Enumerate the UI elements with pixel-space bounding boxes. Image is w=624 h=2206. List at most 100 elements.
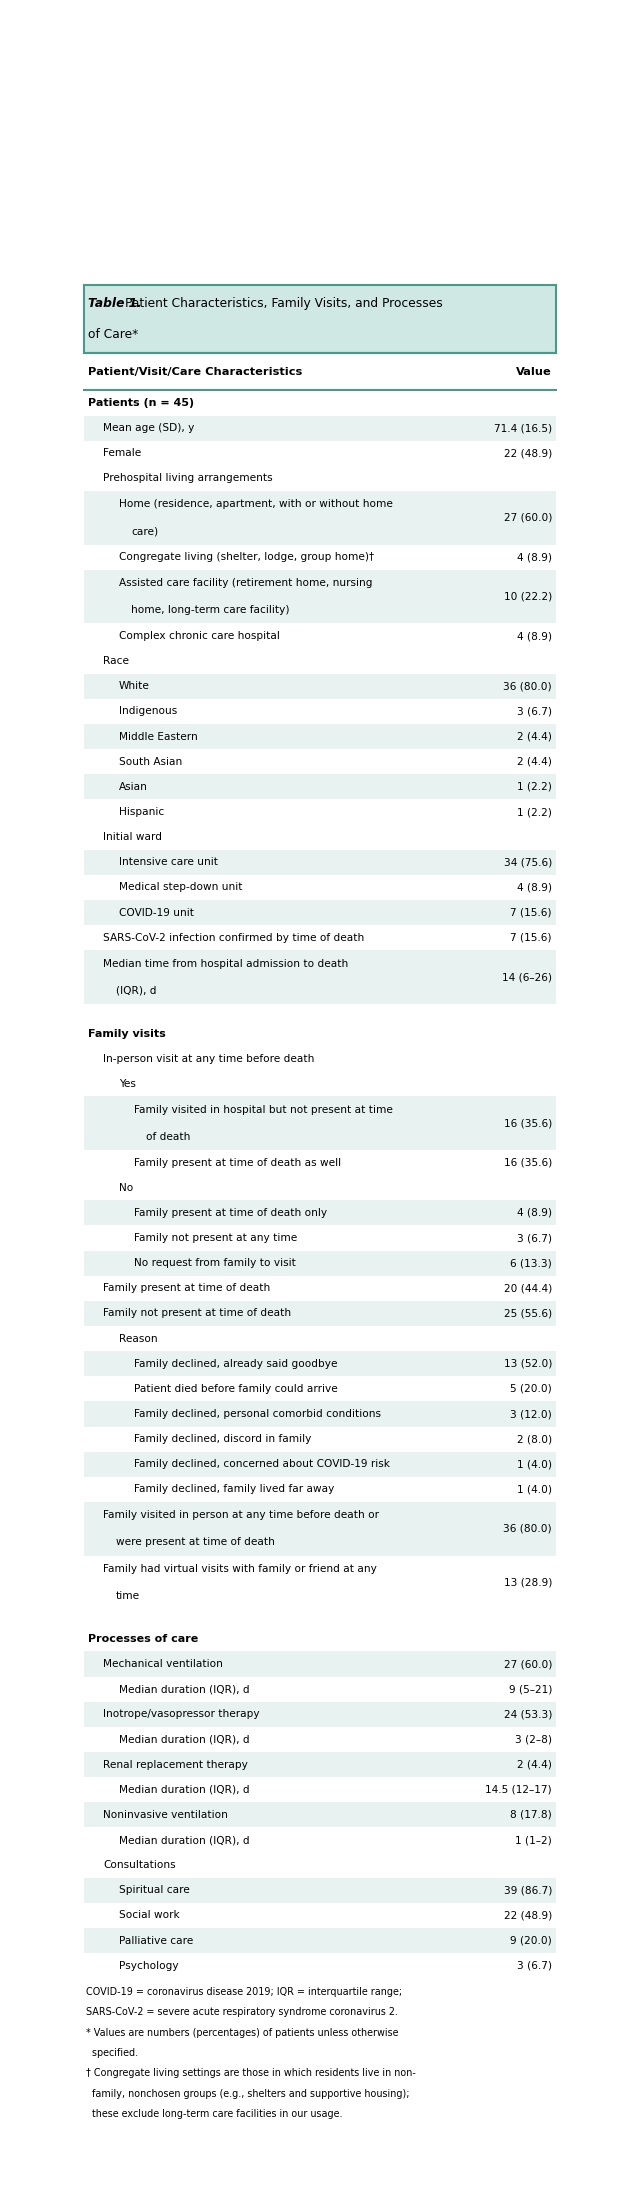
Text: 25 (55.6): 25 (55.6) bbox=[504, 1308, 552, 1319]
Text: family, nonchosen groups (e.g., shelters and supportive housing);: family, nonchosen groups (e.g., shelters… bbox=[86, 2089, 410, 2098]
Text: 14.5 (12–17): 14.5 (12–17) bbox=[485, 1785, 552, 1796]
Text: Processes of care: Processes of care bbox=[87, 1635, 198, 1643]
Text: 36 (80.0): 36 (80.0) bbox=[504, 682, 552, 690]
Text: Patients (n = 45): Patients (n = 45) bbox=[87, 397, 194, 408]
Text: 3 (6.7): 3 (6.7) bbox=[517, 706, 552, 717]
Text: Noninvasive ventilation: Noninvasive ventilation bbox=[103, 1809, 228, 1820]
Text: 7 (15.6): 7 (15.6) bbox=[510, 907, 552, 918]
Text: care): care) bbox=[131, 527, 158, 536]
Text: Family declined, concerned about COVID-19 risk: Family declined, concerned about COVID-1… bbox=[134, 1460, 390, 1469]
Bar bbox=[84, 1502, 556, 1555]
Text: specified.: specified. bbox=[86, 2047, 139, 2058]
Text: Median duration (IQR), d: Median duration (IQR), d bbox=[119, 1683, 249, 1694]
Text: 1 (2.2): 1 (2.2) bbox=[517, 781, 552, 792]
Text: Medical step-down unit: Medical step-down unit bbox=[119, 882, 242, 893]
Text: 1 (4.0): 1 (4.0) bbox=[517, 1460, 552, 1469]
Bar bbox=[84, 569, 556, 624]
Bar bbox=[84, 1452, 556, 1476]
Text: Patient/Visit/Care Characteristics: Patient/Visit/Care Characteristics bbox=[87, 366, 302, 377]
Text: Patient Characteristics, Family Visits, and Processes: Patient Characteristics, Family Visits, … bbox=[125, 298, 443, 311]
Text: Median time from hospital admission to death: Median time from hospital admission to d… bbox=[103, 960, 348, 968]
Text: Reason: Reason bbox=[119, 1335, 157, 1343]
Text: Asian: Asian bbox=[119, 781, 147, 792]
Text: Consultations: Consultations bbox=[103, 1860, 176, 1871]
Text: White: White bbox=[119, 682, 150, 690]
Text: 8 (17.8): 8 (17.8) bbox=[510, 1809, 552, 1820]
Bar bbox=[84, 1251, 556, 1275]
Text: 22 (48.9): 22 (48.9) bbox=[504, 1910, 552, 1921]
Text: 2 (4.4): 2 (4.4) bbox=[517, 732, 552, 741]
Text: Race: Race bbox=[103, 655, 129, 666]
Text: Mechanical ventilation: Mechanical ventilation bbox=[103, 1659, 223, 1670]
Text: 3 (6.7): 3 (6.7) bbox=[517, 1233, 552, 1242]
Text: 71.4 (16.5): 71.4 (16.5) bbox=[494, 424, 552, 432]
Text: these exclude long-term care facilities in our usage.: these exclude long-term care facilities … bbox=[86, 2109, 343, 2120]
Text: No: No bbox=[119, 1182, 133, 1193]
Text: Spiritual care: Spiritual care bbox=[119, 1886, 189, 1895]
Text: Family visited in hospital but not present at time: Family visited in hospital but not prese… bbox=[134, 1105, 393, 1114]
Text: Family visited in person at any time before death or: Family visited in person at any time bef… bbox=[103, 1511, 379, 1520]
Bar bbox=[84, 1802, 556, 1827]
Text: SARS-CoV-2 infection confirmed by time of death: SARS-CoV-2 infection confirmed by time o… bbox=[103, 933, 364, 942]
Text: Inotrope/vasopressor therapy: Inotrope/vasopressor therapy bbox=[103, 1710, 260, 1718]
Text: 9 (20.0): 9 (20.0) bbox=[510, 1935, 552, 1946]
Text: * Values are numbers (percentages) of patients unless otherwise: * Values are numbers (percentages) of pa… bbox=[86, 2027, 399, 2038]
Text: Family declined, discord in family: Family declined, discord in family bbox=[134, 1434, 311, 1445]
Bar bbox=[84, 951, 556, 1004]
Text: Assisted care facility (retirement home, nursing: Assisted care facility (retirement home,… bbox=[119, 578, 372, 589]
Bar bbox=[84, 774, 556, 799]
Text: Family present at time of death as well: Family present at time of death as well bbox=[134, 1158, 341, 1167]
Text: 10 (22.2): 10 (22.2) bbox=[504, 591, 552, 602]
Text: Hispanic: Hispanic bbox=[119, 807, 164, 816]
Text: (IQR), d: (IQR), d bbox=[115, 986, 156, 995]
Text: Family had virtual visits with family or friend at any: Family had virtual visits with family or… bbox=[103, 1564, 377, 1575]
Text: 3 (12.0): 3 (12.0) bbox=[510, 1410, 552, 1418]
Text: 27 (60.0): 27 (60.0) bbox=[504, 1659, 552, 1670]
Text: † Congregate living settings are those in which residents live in non-: † Congregate living settings are those i… bbox=[86, 2069, 416, 2078]
Text: 1 (2.2): 1 (2.2) bbox=[517, 807, 552, 816]
Text: 20 (44.4): 20 (44.4) bbox=[504, 1284, 552, 1293]
Text: 1 (4.0): 1 (4.0) bbox=[517, 1485, 552, 1493]
Text: Patient died before family could arrive: Patient died before family could arrive bbox=[134, 1383, 338, 1394]
Text: Median duration (IQR), d: Median duration (IQR), d bbox=[119, 1835, 249, 1844]
Text: of Care*: of Care* bbox=[87, 329, 138, 342]
Text: Family not present at time of death: Family not present at time of death bbox=[103, 1308, 291, 1319]
Text: 2 (4.4): 2 (4.4) bbox=[517, 1760, 552, 1769]
Text: home, long-term care facility): home, long-term care facility) bbox=[131, 604, 290, 615]
Text: Median duration (IQR), d: Median duration (IQR), d bbox=[119, 1785, 249, 1796]
Bar bbox=[84, 1701, 556, 1727]
Bar bbox=[84, 724, 556, 750]
Text: Family declined, already said goodbye: Family declined, already said goodbye bbox=[134, 1359, 338, 1368]
Text: 27 (60.0): 27 (60.0) bbox=[504, 512, 552, 523]
Bar bbox=[84, 1652, 556, 1677]
Text: Family present at time of death: Family present at time of death bbox=[103, 1284, 270, 1293]
Text: In-person visit at any time before death: In-person visit at any time before death bbox=[103, 1054, 314, 1063]
Text: 13 (52.0): 13 (52.0) bbox=[504, 1359, 552, 1368]
Text: time: time bbox=[115, 1591, 140, 1602]
Text: 6 (13.3): 6 (13.3) bbox=[510, 1257, 552, 1268]
Text: Family present at time of death only: Family present at time of death only bbox=[134, 1209, 327, 1218]
Text: Initial ward: Initial ward bbox=[103, 832, 162, 843]
Text: 16 (35.6): 16 (35.6) bbox=[504, 1158, 552, 1167]
Text: 2 (4.4): 2 (4.4) bbox=[517, 757, 552, 768]
Text: 5 (20.0): 5 (20.0) bbox=[510, 1383, 552, 1394]
Text: South Asian: South Asian bbox=[119, 757, 182, 768]
Text: Family not present at any time: Family not present at any time bbox=[134, 1233, 298, 1242]
Text: Middle Eastern: Middle Eastern bbox=[119, 732, 197, 741]
Text: 34 (75.6): 34 (75.6) bbox=[504, 858, 552, 867]
Bar bbox=[84, 1752, 556, 1778]
Text: 1 (1–2): 1 (1–2) bbox=[515, 1835, 552, 1844]
Bar bbox=[84, 1200, 556, 1227]
Text: of death: of death bbox=[147, 1132, 191, 1143]
Bar bbox=[84, 1928, 556, 1952]
FancyBboxPatch shape bbox=[84, 285, 556, 353]
Text: Renal replacement therapy: Renal replacement therapy bbox=[103, 1760, 248, 1769]
Text: were present at time of death: were present at time of death bbox=[115, 1538, 275, 1546]
Bar bbox=[84, 1096, 556, 1149]
Text: Family visits: Family visits bbox=[87, 1028, 165, 1039]
Text: 4 (8.9): 4 (8.9) bbox=[517, 1209, 552, 1218]
Text: 13 (28.9): 13 (28.9) bbox=[504, 1577, 552, 1588]
Text: 3 (6.7): 3 (6.7) bbox=[517, 1961, 552, 1970]
Text: 4 (8.9): 4 (8.9) bbox=[517, 882, 552, 893]
Text: 22 (48.9): 22 (48.9) bbox=[504, 448, 552, 459]
